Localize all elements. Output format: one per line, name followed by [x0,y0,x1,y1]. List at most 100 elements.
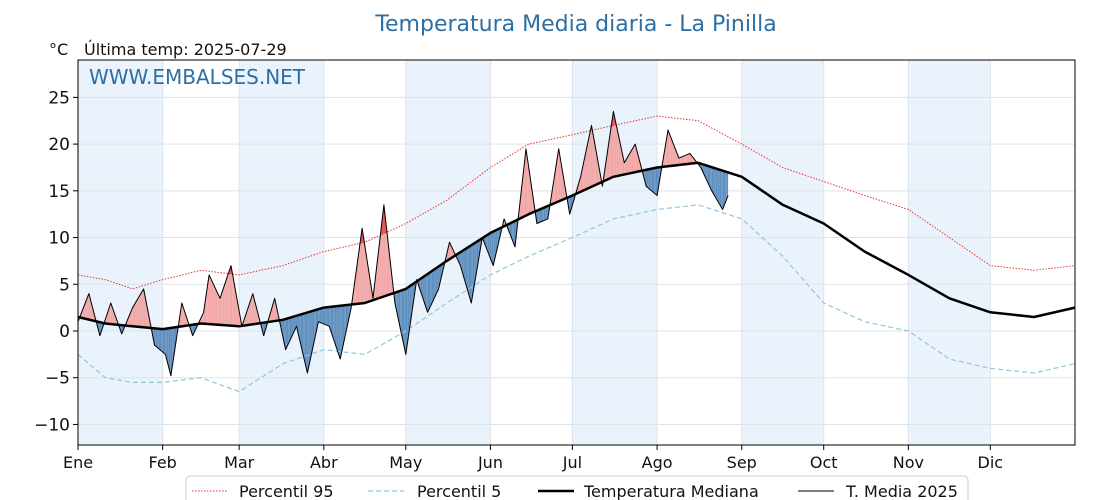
x-tick-label-Nov: Nov [893,453,924,472]
fill-below-median [510,222,513,240]
fill-below-median [288,317,290,344]
fill-above-median [520,185,522,219]
fill-above-median [142,288,144,328]
fill-above-median [558,148,561,202]
fill-below-median [650,168,652,191]
fill-below-median [330,306,333,335]
fill-below-median [423,275,425,305]
fill-above-median [200,315,203,324]
y-tick-label: 0 [59,322,70,342]
fill-above-median [633,144,636,173]
fill-below-median [721,170,723,210]
fill-below-median [647,169,649,189]
fill-above-median [610,120,613,179]
fill-above-median [250,297,252,325]
fill-above-median [684,155,686,165]
fill-below-median [319,308,322,323]
fill-above-median [222,286,225,326]
fill-below-median [478,239,480,263]
fill-above-median [228,269,230,326]
fill-below-median [407,287,409,346]
fill-below-median [311,310,313,354]
x-tick-label-Ago: Ago [642,453,673,472]
fill-below-median [408,286,410,336]
fill-above-median [276,304,278,321]
fill-below-median [164,328,166,355]
fill-above-median [689,153,692,164]
fill-above-median [251,293,253,325]
fill-below-median [191,324,193,336]
fill-above-median [672,140,674,166]
fill-below-median [398,290,401,329]
fill-below-median [291,316,293,339]
fill-above-median [616,124,618,177]
fill-above-median [139,293,141,328]
fill-below-median [155,328,158,348]
fill-above-median [598,163,600,184]
fill-above-median [181,302,184,327]
fill-below-median [168,328,170,371]
fill-above-median [584,151,587,190]
series-line-thin-black [77,110,729,377]
fill-below-median [304,312,307,368]
fill-below-median [403,289,405,348]
fill-below-median [493,230,495,266]
fill-below-median [292,316,294,336]
fill-below-median [333,306,335,343]
fill-below-median [344,305,346,340]
fill-below-median [491,231,494,266]
fill-below-median [435,267,438,295]
fill-above-median [527,158,529,215]
fill-below-median [321,308,323,324]
fill-above-median [628,153,630,174]
fill-above-median [618,137,621,176]
fill-below-median [289,317,292,341]
fill-above-median [595,148,597,185]
fill-below-median [467,246,469,294]
month-band-Nov [908,60,991,445]
fill-below-median [430,271,432,307]
fill-above-median [587,138,589,189]
fill-above-median [620,143,622,176]
fill-below-median [490,232,492,263]
fill-above-median [632,146,634,173]
fill-below-median [98,321,100,336]
fill-below-median [341,305,343,353]
chart-title: Temperatura Media diaria - La Pinilla [374,12,776,37]
fill-above-median [357,248,360,304]
fill-above-median [612,111,614,178]
fill-below-median [262,322,264,336]
fill-below-median [310,311,312,361]
fill-above-median [214,286,216,325]
fill-above-median [688,153,690,164]
fill-below-median [422,276,424,301]
fill-above-median [353,277,356,305]
fill-below-median [513,220,516,247]
fill-above-median [127,317,129,326]
fill-above-median [218,295,221,325]
fill-below-median [536,210,539,224]
fill-above-median [590,125,592,188]
fill-above-median [627,155,629,174]
series-line-dashed-lightblue [77,204,1076,393]
fill-above-median [183,307,185,327]
y-tick-label: 10 [48,229,70,249]
fill-below-median [159,328,162,351]
plot-area [77,59,1076,446]
legend: Percentil 95 Percentil 5 Temperatura Media… [185,475,969,500]
fill-above-median [230,265,233,326]
fill-below-median [725,171,727,203]
fill-below-median [512,221,514,244]
x-tick-label-Oct: Oct [810,453,838,472]
fill-below-median [293,316,296,333]
fill-below-median [724,171,726,207]
fill-below-median [296,315,298,333]
fill-below-median [468,246,470,299]
fill-below-median [434,268,436,298]
fill-below-median [312,310,315,348]
fill-above-median [87,293,89,320]
fill-below-median [284,318,286,350]
fill-above-median [232,273,234,326]
y-tick-label: 25 [48,88,70,108]
fill-above-median [591,125,593,187]
